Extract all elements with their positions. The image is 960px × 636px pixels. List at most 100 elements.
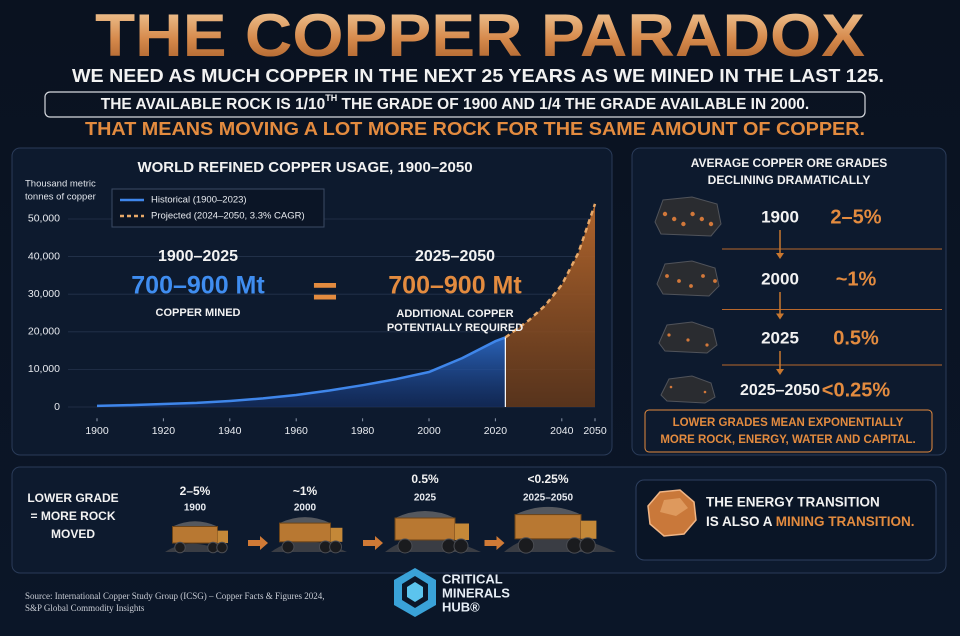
logo: CRITICAL MINERALS HUB® — [394, 568, 510, 617]
grade-value: ~1% — [836, 268, 877, 290]
truck-grade: 2–5% — [180, 484, 211, 498]
logo-mark-core — [407, 582, 423, 602]
x-tick-label: 2050 — [583, 425, 607, 437]
truck-wheel — [216, 541, 228, 554]
y-tick-label: 40,000 — [28, 250, 60, 262]
grade-value: <0.25% — [822, 379, 891, 401]
truck-wheel — [453, 538, 469, 554]
truck-year: 2000 — [294, 503, 317, 514]
area — [505, 203, 595, 408]
y-tick-label: 10,000 — [28, 363, 60, 375]
grades-title: DECLINING DRAMATICALLY — [708, 173, 871, 187]
ore-rock — [658, 321, 718, 354]
trucks-label: MOVED — [51, 527, 95, 541]
ore-speck — [703, 390, 707, 394]
nugget-highlight — [660, 498, 688, 516]
x-tick-label: 1920 — [152, 425, 176, 437]
trucks-label: = MORE ROCK — [30, 509, 115, 523]
superscript: TH — [325, 93, 337, 103]
truck-wheel — [517, 537, 535, 554]
ore-speck — [669, 385, 673, 389]
area — [97, 337, 506, 408]
chart: 0 10,000 20,000 30,000 40,000 50,000 1900 1920 1… — [28, 203, 607, 437]
truck-bed — [279, 522, 331, 543]
y-axis-label: Thousand metric — [25, 179, 96, 190]
progress-arrow — [484, 536, 505, 550]
y-tick-label: 50,000 — [28, 213, 60, 225]
grade-statement: THE AVAILABLE ROCK IS 1/10TH THE GRADE O… — [101, 93, 810, 113]
truck-cab — [581, 520, 597, 539]
annotation-amount: 700–900 Mt — [131, 272, 265, 300]
x-tick-label: 1960 — [285, 425, 309, 437]
progress-arrow — [363, 536, 383, 550]
title: THE COPPER PARADOX — [95, 2, 865, 69]
truck-load — [279, 517, 331, 524]
truck-year: 1900 — [184, 503, 207, 514]
legend-label: Historical (1900–2023) — [151, 195, 247, 206]
grade-value: 2–5% — [830, 206, 881, 228]
truck-grade: ~1% — [293, 484, 318, 498]
ore-speck — [708, 221, 714, 227]
conclusion: THAT MEANS MOVING A LOT MORE ROCK FOR TH… — [85, 119, 865, 139]
source: Source: International Copper Study Group… — [25, 591, 324, 601]
source: S&P Global Commodity Insights — [25, 603, 145, 613]
ore-speck — [672, 216, 677, 222]
grade-value: 0.5% — [833, 327, 879, 349]
ore-speck — [701, 274, 705, 278]
truck-cab — [217, 530, 228, 543]
note: LOWER GRADES MEAN EXPONENTIALLY — [673, 417, 904, 429]
ore-speck — [686, 338, 690, 342]
truck-grade: <0.25% — [527, 472, 568, 486]
truck-wheel — [281, 540, 295, 554]
logo-text: CRITICAL — [442, 571, 503, 586]
ore-speck — [681, 221, 686, 227]
annotation-caption: ADDITIONAL COPPER — [396, 308, 513, 320]
transition-text: THE ENERGY TRANSITION — [706, 495, 880, 510]
ore-speck — [667, 333, 671, 337]
truck-year: 2025 — [414, 493, 437, 504]
logo-text: HUB® — [442, 599, 480, 614]
trucks: 2–5% 1900 ~1% 2000 0.5% 2025 <0.25% 2025–2050 — [165, 472, 616, 554]
highlight-box — [44, 91, 866, 118]
legend-label: Projected (2024–2050, 3.3% CAGR) — [151, 211, 305, 222]
annotation-period: 1900–2025 — [158, 248, 238, 265]
grades-list: 1900 2–5% 2000 ~1% 2025 0.5% 2025–2050 <0.25% — [654, 196, 942, 404]
ore-speck — [690, 211, 695, 217]
arrow-head — [776, 369, 784, 375]
truck-wheel — [579, 537, 596, 554]
grade-year: 2025 — [761, 328, 799, 347]
truck-cab — [455, 523, 469, 540]
arrow-head — [776, 313, 784, 320]
y-tick-label: 0 — [54, 401, 60, 413]
statement-part: THE GRADE OF 1900 AND 1/4 THE GRADE AVAI… — [337, 96, 809, 113]
note-box — [644, 409, 933, 453]
x-tick-label: 1980 — [351, 425, 375, 437]
x-tick-label: 1900 — [85, 425, 109, 437]
truck-load — [395, 511, 455, 518]
transition-text: IS ALSO A MINING TRANSITION. — [706, 514, 915, 529]
truck-load — [172, 521, 218, 527]
y-axis-label: tonnes of copper — [25, 192, 96, 203]
ore-rock — [654, 196, 722, 237]
x-tick-label: 2020 — [484, 425, 508, 437]
transition-highlight: MINING TRANSITION. — [776, 514, 915, 529]
ore-rock — [656, 260, 720, 297]
truck-grade: 0.5% — [411, 472, 439, 486]
truck-wheel — [174, 541, 186, 554]
note: MORE ROCK, ENERGY, WATER AND CAPITAL. — [660, 434, 915, 446]
grade-year: 2025–2050 — [740, 382, 820, 399]
line — [504, 203, 597, 339]
transition-part: IS ALSO A — [706, 514, 776, 529]
grade-year: 2000 — [761, 269, 799, 288]
progress-arrow — [248, 536, 268, 550]
truck-bed — [394, 517, 456, 541]
logo-text: MINERALS — [442, 585, 510, 600]
truck-bed — [514, 514, 582, 540]
truck-wheel — [397, 538, 413, 554]
ore-speck — [713, 279, 717, 283]
legend: Historical (1900–2023) Projected (2024–20… — [111, 188, 325, 228]
truck-wheel — [329, 540, 343, 554]
statement-part: THE AVAILABLE ROCK IS 1/10 — [101, 96, 326, 113]
grades-panel — [631, 147, 947, 456]
